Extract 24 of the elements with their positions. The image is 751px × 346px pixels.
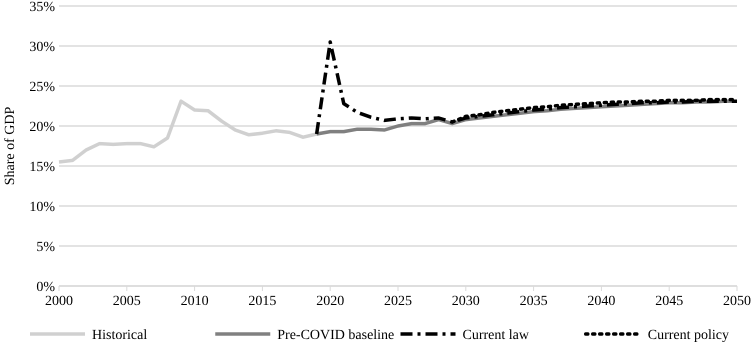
y-tick-label: 5% [36,240,56,255]
y-tick-label: 25% [29,80,56,95]
x-tick-label: 2050 [723,294,751,309]
legend-label: Pre-COVID baseline [277,328,394,343]
y-tick-label: 10% [29,200,56,215]
x-tick-label: 2020 [316,294,344,309]
x-tick-label: 2005 [112,294,141,309]
y-tick-label: 35% [29,0,56,15]
x-tick-label: 2045 [655,294,684,309]
x-tick-label: 2040 [587,294,616,309]
x-tick-label: 2010 [180,294,209,309]
y-tick-label: 30% [29,40,56,55]
legend-label: Current policy [648,328,730,343]
y-tick-label: 20% [29,120,56,135]
legend-label: Historical [92,328,148,343]
x-tick-label: 2025 [384,294,412,309]
x-tick-label: 2015 [248,294,276,309]
y-axis-title: Share of GDP [3,106,18,186]
y-tick-label: 0% [36,280,56,295]
x-tick-label: 2000 [45,294,73,309]
legend-label: Current law [462,328,530,343]
x-tick-label: 2030 [452,294,480,309]
y-tick-label: 15% [29,160,56,175]
x-tick-label: 2035 [520,294,548,309]
